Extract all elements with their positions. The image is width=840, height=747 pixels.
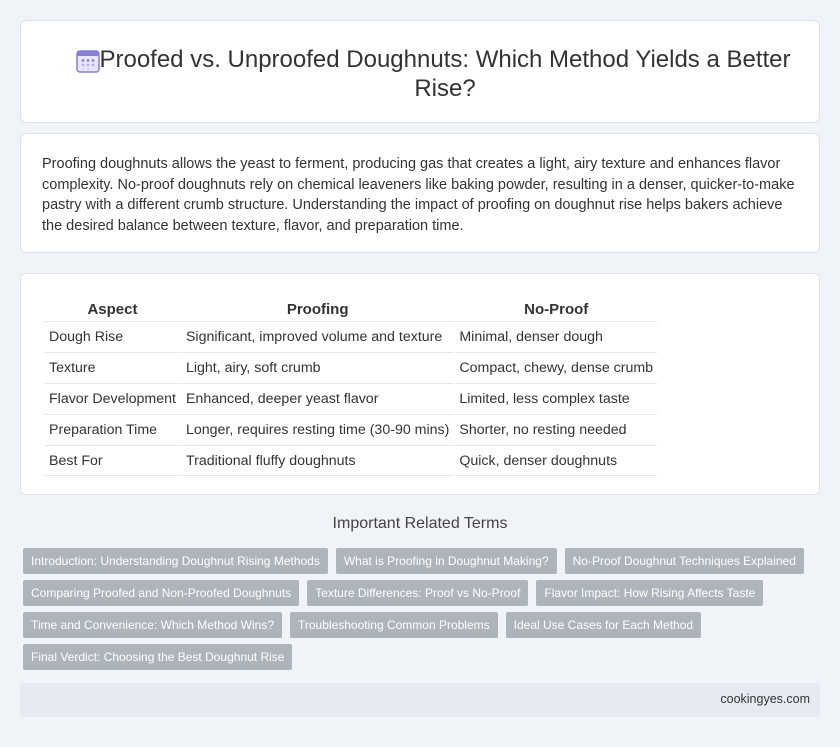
related-term-tag[interactable]: Flavor Impact: How Rising Affects Taste [536, 580, 764, 606]
table-row: Dough Rise Significant, improved volume … [45, 321, 658, 352]
table-cell: Limited, less complex taste [455, 383, 658, 414]
intro-card: Proofing doughnuts allows the yeast to f… [20, 133, 820, 253]
table-header-row: Aspect Proofing No-Proof [45, 295, 657, 321]
table-cell: Preparation Time [45, 414, 180, 445]
column-header-proofing: Proofing [286, 301, 349, 318]
table-cell: Significant, improved volume and texture [181, 321, 454, 352]
column-header-no-proof: No-Proof [524, 301, 589, 318]
tag-row: Time and Convenience: Which Method Wins?… [23, 612, 813, 638]
comparison-card: Aspect Proofing No-Proof Dough Rise Sign… [20, 273, 820, 495]
table-cell: Shorter, no resting needed [455, 414, 658, 445]
related-terms-list: Introduction: Understanding Doughnut Ris… [23, 548, 813, 676]
column-header-aspect: Aspect [87, 301, 138, 318]
table-cell: Compact, chewy, dense crumb [455, 352, 658, 383]
footer-source: cookingyes.com [720, 692, 810, 706]
related-term-tag[interactable]: Time and Convenience: Which Method Wins? [23, 612, 282, 638]
table-cell: Traditional fluffy doughnuts [181, 445, 454, 476]
related-term-tag[interactable]: What is Proofing in Doughnut Making? [335, 548, 557, 574]
comparison-table: Aspect Proofing No-Proof Dough Rise Sign… [43, 295, 659, 476]
related-term-tag[interactable]: Introduction: Understanding Doughnut Ris… [23, 548, 328, 574]
table-cell: Dough Rise [45, 321, 180, 352]
table-cell: Light, airy, soft crumb [181, 352, 454, 383]
page-title: Proofed vs. Unproofed Doughnuts: Which M… [99, 46, 791, 102]
tag-row: Comparing Proofed and Non-Proofed Doughn… [23, 580, 813, 606]
related-term-tag[interactable]: No-Proof Doughnut Techniques Explained [564, 548, 804, 574]
table-cell: Best For [45, 445, 180, 476]
table-row: Flavor Development Enhanced, deeper yeas… [45, 383, 658, 414]
related-term-tag[interactable]: Texture Differences: Proof vs No-Proof [307, 580, 529, 606]
related-term-tag[interactable]: Troubleshooting Common Problems [290, 612, 498, 638]
table-cell: Texture [45, 352, 180, 383]
header-card: Proofed vs. Unproofed Doughnuts: Which M… [20, 20, 820, 123]
tag-row: Introduction: Understanding Doughnut Ris… [23, 548, 813, 574]
table-cell: Minimal, denser dough [455, 321, 658, 352]
table-row: Best For Traditional fluffy doughnuts Qu… [45, 445, 658, 476]
related-term-tag[interactable]: Ideal Use Cases for Each Method [505, 612, 702, 638]
table-cell: Quick, denser doughnuts [455, 445, 658, 476]
related-terms-title: Important Related Terms [332, 515, 508, 532]
intro-paragraph: Proofing doughnuts allows the yeast to f… [42, 156, 795, 234]
table-cell: Enhanced, deeper yeast flavor [181, 383, 454, 414]
table-cell: Flavor Development [45, 383, 180, 414]
table-row: Texture Light, airy, soft crumb Compact,… [45, 352, 658, 383]
tag-row: Final Verdict: Choosing the Best Doughnu… [23, 644, 813, 670]
calendar-icon [75, 48, 101, 74]
related-term-tag[interactable]: Comparing Proofed and Non-Proofed Doughn… [23, 580, 300, 606]
related-term-tag[interactable]: Final Verdict: Choosing the Best Doughnu… [23, 644, 293, 670]
title-wrap: Proofed vs. Unproofed Doughnuts: Which M… [61, 45, 799, 103]
table-cell: Longer, requires resting time (30-90 min… [181, 414, 454, 445]
table-row: Preparation Time Longer, requires restin… [45, 414, 658, 445]
footer: cookingyes.com [20, 683, 820, 717]
